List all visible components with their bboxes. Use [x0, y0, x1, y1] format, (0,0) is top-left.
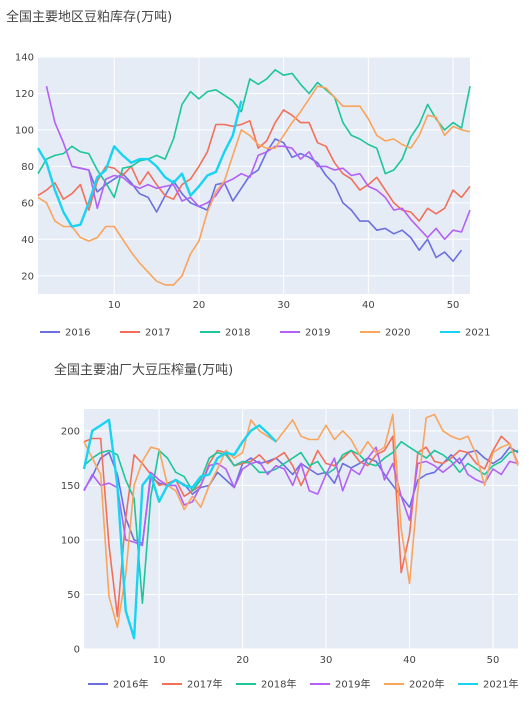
chart2-legend-label: 2016年: [113, 678, 148, 691]
chart1-legend-label: 2019: [305, 328, 330, 339]
chart2-ytick-label: 100: [61, 535, 80, 546]
chart1-legend-label: 2017: [145, 328, 170, 339]
chart1-series-line-2020: [37, 85, 471, 286]
chart1-series-line-2017: [37, 109, 471, 222]
chart2-series-line-2019年: [83, 446, 519, 547]
chart2-legend-label: 2021年: [483, 678, 518, 691]
chart2-ytick-label: 150: [61, 481, 80, 492]
chart1-xtick-label: 30: [277, 300, 290, 311]
chart2-series-line-2020年: [83, 413, 519, 628]
chart2-plot-area: [84, 409, 518, 649]
chart2-xtick-label: 50: [487, 655, 500, 666]
chart1-series-line-2021: [36, 100, 243, 228]
chart1-xtick-label: 10: [108, 300, 121, 311]
chart2-series-line-2017年: [83, 435, 519, 618]
chart1-series-line-2019: [45, 86, 471, 241]
chart1-ytick-label: 40: [21, 235, 34, 246]
chart1-ytick-label: 120: [15, 89, 34, 100]
chart1-ytick-label: 100: [15, 125, 34, 136]
chart2-ytick-label: 50: [67, 590, 80, 601]
chart1-legend-label: 2020: [385, 328, 410, 339]
chart2-xtick-label: 30: [320, 655, 333, 666]
chart1-legend-label: 2021: [465, 328, 490, 339]
chart2-ytick-label: 0: [74, 645, 80, 656]
chart1-title: 全国主要地区豆粕库存(万吨): [6, 10, 173, 25]
chart2-xtick-label: 20: [236, 655, 249, 666]
chart1-ytick-label: 140: [15, 53, 34, 64]
chart2-xtick-label: 10: [153, 655, 166, 666]
chart1-ytick-label: 80: [21, 162, 34, 173]
chart2-series-line-2018年: [83, 440, 519, 604]
chart2-series-line-2021年: [82, 418, 277, 640]
chart1-legend-label: 2016: [65, 328, 90, 339]
chart1-legend-label: 2018: [225, 328, 250, 339]
chart1-xtick-label: 20: [193, 300, 206, 311]
chart2-legend-label: 2020年: [409, 678, 444, 691]
chart1-xtick-label: 50: [447, 300, 460, 311]
chart1-ytick-label: 60: [21, 198, 34, 209]
chart2-legend-label: 2019年: [335, 678, 370, 691]
chart2-title: 全国主要油厂大豆压榨量(万吨): [54, 363, 234, 378]
chart2-ytick-label: 200: [61, 426, 80, 437]
chart2-legend-label: 2017年: [187, 678, 222, 691]
chart1-ytick-label: 20: [21, 271, 34, 282]
chart1-plot-area: [38, 57, 470, 294]
chart1-xtick-label: 40: [362, 300, 375, 311]
chart2-xtick-label: 40: [403, 655, 416, 666]
chart1-series-line-2018: [37, 69, 471, 199]
chart2-legend-label: 2018年: [261, 678, 296, 691]
